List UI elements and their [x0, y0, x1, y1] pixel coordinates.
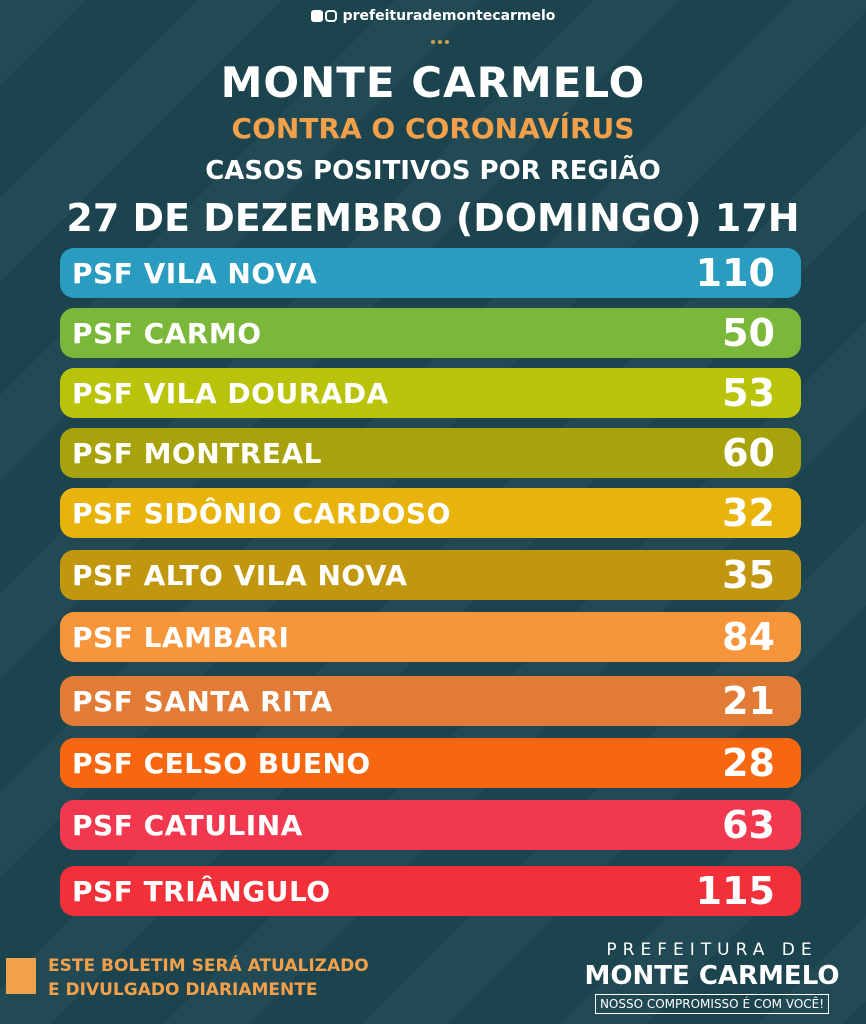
region-row: PSF SANTA RITA 21	[60, 676, 801, 726]
page-title: MONTE CARMELO	[220, 58, 646, 107]
social-handle: prefeiturademontecarmelo	[0, 8, 866, 24]
region-count: 32	[722, 491, 775, 535]
region-name: PSF TRIÂNGULO	[72, 874, 331, 908]
region-name: PSF LAMBARI	[72, 620, 290, 654]
region-name: PSF SIDÔNIO CARDOSO	[72, 496, 451, 530]
region-count: 84	[722, 615, 775, 659]
logo-line3: NOSSO COMPROMISSO É COM VOCÊ!	[594, 994, 830, 1014]
social-handle-text: prefeiturademontecarmelo	[342, 8, 556, 24]
section-heading: CASOS POSITIVOS POR REGIÃO	[205, 156, 661, 186]
footer-note: ESTE BOLETIM SERÁ ATUALIZADO E DIVULGADO…	[48, 954, 448, 1002]
region-row: PSF MONTREAL 60	[60, 428, 801, 478]
region-name: PSF CARMO	[72, 316, 262, 350]
city-logo: PREFEITURA DE MONTE CARMELO NOSSO COMPRO…	[580, 940, 844, 1014]
region-count: 60	[722, 431, 775, 475]
region-row: PSF VILA NOVA 110	[60, 248, 801, 298]
region-row: PSF TRIÂNGULO 115	[60, 866, 801, 916]
footer-note-line1: ESTE BOLETIM SERÁ ATUALIZADO	[48, 956, 369, 976]
region-name: PSF SANTA RITA	[72, 684, 333, 718]
decorative-dots-icon	[431, 40, 449, 44]
region-count: 53	[722, 371, 775, 415]
region-name: PSF CATULINA	[72, 808, 303, 842]
region-count: 50	[722, 311, 775, 355]
region-row: PSF VILA DOURADA 53	[60, 368, 801, 418]
region-count: 115	[695, 869, 775, 913]
footer-square-icon	[6, 958, 36, 994]
region-name: PSF ALTO VILA NOVA	[72, 558, 408, 592]
page-subtitle: CONTRA O CORONAVÍRUS	[231, 112, 635, 145]
region-row: PSF CELSO BUENO 28	[60, 738, 801, 788]
region-row: PSF CATULINA 63	[60, 800, 801, 850]
region-name: PSF CELSO BUENO	[72, 746, 371, 780]
facebook-icon	[310, 10, 323, 22]
region-row: PSF CARMO 50	[60, 308, 801, 358]
logo-line2: MONTE CARMELO	[584, 961, 840, 991]
region-count: 21	[722, 679, 775, 723]
region-row: PSF ALTO VILA NOVA 35	[60, 550, 801, 600]
region-name: PSF VILA DOURADA	[72, 376, 389, 410]
region-count: 110	[695, 251, 775, 295]
region-row: PSF SIDÔNIO CARDOSO 32	[60, 488, 801, 538]
social-icons	[310, 10, 337, 22]
report-date: 27 DE DEZEMBRO (DOMINGO) 17H	[66, 196, 800, 240]
footer-note-line2: E DIVULGADO DIARIAMENTE	[48, 980, 318, 1000]
region-row: PSF LAMBARI 84	[60, 612, 801, 662]
region-name: PSF VILA NOVA	[72, 256, 318, 290]
region-count: 28	[722, 741, 775, 785]
region-count: 35	[722, 553, 775, 597]
instagram-icon	[324, 10, 337, 22]
logo-line1: PREFEITURA DE	[606, 940, 818, 960]
region-name: PSF MONTREAL	[72, 436, 322, 470]
region-count: 63	[722, 803, 775, 847]
